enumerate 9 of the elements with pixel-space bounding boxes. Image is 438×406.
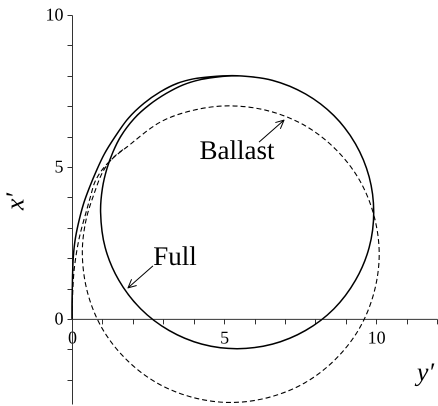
annotation: Full bbox=[153, 240, 197, 271]
x-tick-label: 10 bbox=[368, 327, 386, 348]
y-tick-label: 0 bbox=[54, 308, 64, 328]
x-tick-label: 5 bbox=[220, 327, 230, 348]
annotation: Ballast bbox=[200, 135, 275, 166]
y-tick-label: 5 bbox=[54, 156, 64, 176]
x-axis-title: y′ bbox=[414, 357, 434, 386]
y-tick-label: 10 bbox=[46, 4, 64, 24]
y-axis-title: x′ bbox=[0, 192, 30, 212]
